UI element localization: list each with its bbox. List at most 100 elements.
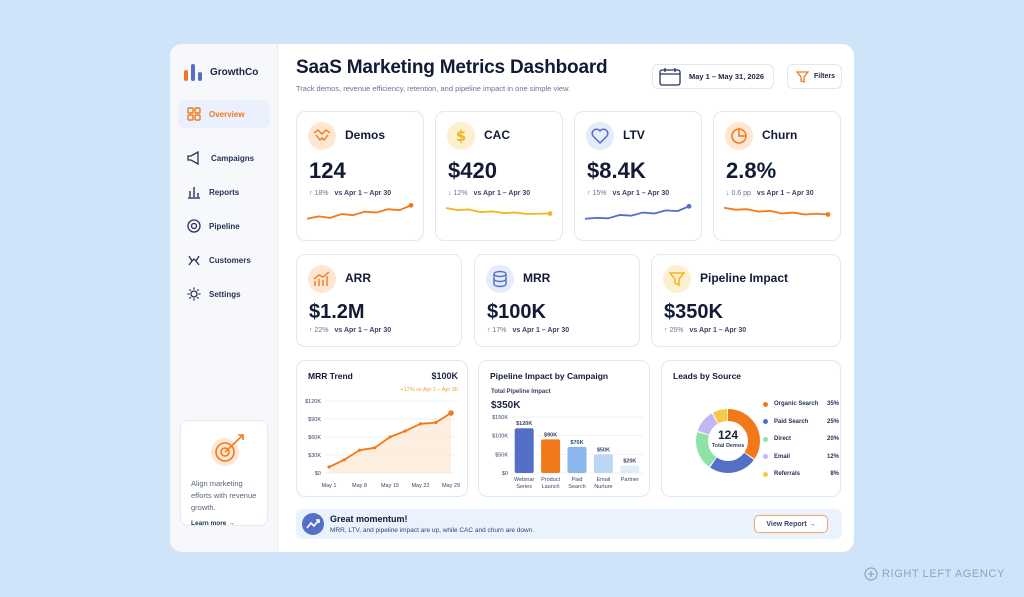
legend-item: Organic Search 35% bbox=[763, 401, 839, 407]
funnel-icon bbox=[796, 70, 809, 83]
legend-swatch bbox=[763, 471, 768, 477]
kpi-delta: ↑ 22% vs Apr 1 – Apr 30 bbox=[309, 327, 392, 334]
total-pipeline-value: $350K bbox=[491, 400, 521, 411]
date-range-label: May 1 – May 31, 2026 bbox=[689, 72, 765, 81]
learn-more-link[interactable]: Learn more → bbox=[191, 520, 235, 527]
grid-icon bbox=[187, 107, 201, 121]
x-tick-label: May 22 bbox=[411, 483, 429, 489]
bar bbox=[620, 465, 640, 473]
kpi-value: $100K bbox=[487, 301, 546, 323]
date-range-picker[interactable]: May 1 – May 31, 2026 bbox=[652, 64, 774, 89]
sidebar-item-campaigns[interactable]: Campaigns bbox=[178, 144, 270, 172]
churn-sparkline bbox=[723, 206, 831, 217]
kpi-card-mrr[interactable]: MRR $100K ↑ 17% vs Apr 1 – Apr 30 bbox=[474, 254, 640, 347]
y-tick-label: $60K bbox=[308, 435, 321, 441]
kpi-value: $1.2M bbox=[309, 301, 365, 323]
legend-label: Paid Search bbox=[774, 418, 809, 425]
legend-label: Direct bbox=[774, 436, 792, 442]
legend-swatch bbox=[763, 454, 768, 459]
pipeline-campaign-card: Pipeline Impact by Campaign Total Pipeli… bbox=[478, 360, 650, 497]
kpi-card-cac[interactable]: $ CAC $420 ↓ 12% vs Apr 1 – Apr 30 bbox=[435, 111, 563, 241]
x-tick-label: May 1 bbox=[322, 483, 337, 489]
legend-swatch bbox=[763, 436, 768, 442]
sidebar-item-pipeline[interactable]: Pipeline bbox=[178, 212, 270, 240]
y-tick-label: $150K bbox=[492, 415, 508, 421]
heart-icon bbox=[586, 122, 614, 150]
brand[interactable]: GrowthCo bbox=[184, 64, 258, 81]
legend-value: 25% bbox=[826, 418, 839, 425]
y-tick-label: $0 bbox=[315, 471, 321, 477]
legend-item: Paid Search 25% bbox=[763, 419, 839, 425]
sidebar-nav: Overview Campaigns Reports Pipeline Cust… bbox=[178, 100, 270, 308]
legend-item: Email 12% bbox=[763, 454, 839, 460]
x-tick-label: May 8 bbox=[352, 483, 367, 489]
legend-item: Referrals 8% bbox=[763, 471, 839, 477]
x-tick-label: May 29 bbox=[442, 483, 460, 489]
sidebar-item-settings[interactable]: Settings bbox=[178, 280, 270, 308]
sidebar-item-reports[interactable]: Reports bbox=[178, 178, 270, 206]
mrr-delta: +17% vs Apr 1 – Apr 30 bbox=[400, 387, 458, 393]
legend-value: 35% bbox=[826, 401, 839, 407]
growth-icon bbox=[308, 265, 336, 293]
bar-value-label: $70K bbox=[570, 440, 583, 446]
target-arrow-icon bbox=[211, 434, 244, 466]
dashboard-window: GrowthCo Overview Campaigns Reports Pipe… bbox=[170, 44, 854, 552]
category-label: Webinar bbox=[514, 477, 535, 483]
page-subtitle: Track demos, revenue efficiency, retenti… bbox=[296, 84, 571, 93]
banner-title: Great momentum! bbox=[330, 514, 408, 524]
data-point bbox=[327, 465, 331, 469]
kpi-label: LTV bbox=[623, 128, 645, 142]
kpi-card-ltv[interactable]: LTV $8.4K ↑ 15% vs Apr 1 – Apr 30 bbox=[574, 111, 702, 241]
sidebar-item-overview[interactable]: Overview bbox=[178, 100, 270, 128]
donut-slice bbox=[696, 409, 760, 473]
data-point bbox=[357, 448, 362, 452]
y-tick-label: $0 bbox=[502, 471, 508, 477]
sidebar-item-label: Reports bbox=[209, 187, 240, 197]
kpi-label: Demos bbox=[345, 128, 386, 142]
sparkline bbox=[584, 205, 690, 220]
kpi-value: 124 bbox=[309, 158, 346, 183]
data-point bbox=[403, 429, 407, 433]
momentum-banner: Great momentum! MRR, LTV, and pipeline i… bbox=[296, 509, 842, 539]
sparkline bbox=[306, 204, 412, 220]
bar-value-label: $90K bbox=[544, 432, 557, 438]
sidebar-item-customers[interactable]: Customers bbox=[178, 246, 270, 274]
kpi-label: CAC bbox=[484, 128, 510, 142]
kpi-card-arr[interactable]: ARR $1.2M ↑ 22% vs Apr 1 – Apr 30 bbox=[296, 254, 462, 347]
sparkline-end-point bbox=[686, 203, 692, 209]
last-data-point bbox=[448, 410, 454, 416]
kpi-card-pipeline-impact[interactable]: Pipeline Impact $350K ↑ 25% vs Apr 1 – Ap… bbox=[651, 254, 841, 347]
y-tick-label: $120K bbox=[305, 399, 321, 405]
sidebar-item-label: Settings bbox=[209, 289, 241, 299]
chart-title: MRR Trend bbox=[308, 371, 353, 381]
kpi-value: $420 bbox=[448, 158, 497, 183]
main-content: SaaS Marketing Metrics Dashboard Track d… bbox=[278, 44, 854, 552]
bar bbox=[541, 439, 561, 473]
sidebar-item-label: Customers bbox=[209, 255, 251, 265]
logo-icon bbox=[184, 64, 202, 81]
svg-text:$: $ bbox=[456, 127, 466, 145]
category-label: Nurture bbox=[594, 484, 612, 490]
gear-icon bbox=[187, 287, 201, 301]
mrr-value: $100K bbox=[431, 371, 458, 381]
data-point bbox=[388, 435, 392, 439]
chart-title: Pipeline Impact by Campaign bbox=[490, 371, 609, 381]
category-label: Search bbox=[568, 484, 585, 490]
kpi-card-demos[interactable]: Demos 124 ↑ 18% vs Apr 1 – Apr 30 bbox=[296, 111, 424, 241]
megaphone-icon bbox=[187, 151, 199, 165]
data-point bbox=[342, 458, 346, 462]
sidebar-item-label: Overview bbox=[209, 109, 245, 119]
banner-text: MRR, LTV, and pipeline impact are up, wh… bbox=[330, 527, 535, 534]
legend-value: 20% bbox=[826, 436, 839, 442]
kpi-delta: ↑ 25% vs Apr 1 – Apr 30 bbox=[664, 327, 747, 334]
kpi-delta: ↑ 15% vs Apr 1 – Apr 30 bbox=[587, 190, 670, 197]
donut-center-label: Total Demos bbox=[711, 443, 745, 449]
legend-swatch bbox=[763, 419, 768, 424]
x-tick-label: May 15 bbox=[381, 483, 399, 489]
bar bbox=[567, 446, 587, 473]
filters-button[interactable]: Filters bbox=[787, 64, 842, 89]
view-report-button[interactable]: View Report → bbox=[754, 515, 828, 533]
legend-label: Organic Search bbox=[774, 401, 819, 407]
sidebar-item-label: Pipeline bbox=[209, 221, 240, 231]
kpi-card-churn[interactable]: Churn 2.8% ↓ 0.6 pp vs Apr 1 – Apr 30 bbox=[713, 111, 841, 241]
